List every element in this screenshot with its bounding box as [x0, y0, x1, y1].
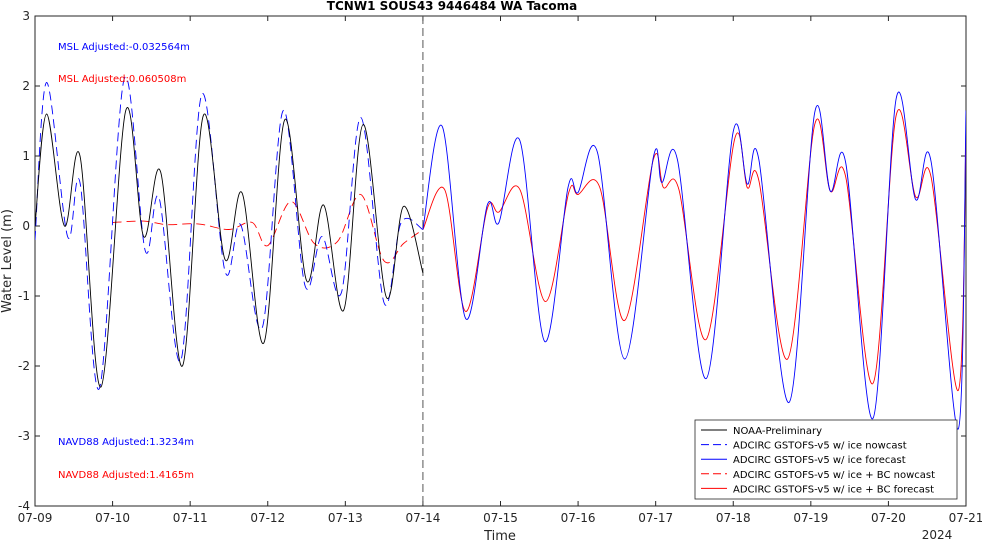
series-line-1 [35, 76, 424, 390]
x-tick-label: 07-19 [793, 511, 828, 525]
y-tick-label: -3 [18, 429, 30, 443]
series-line-3 [112, 194, 424, 264]
legend: NOAA-Preliminary ADCIRC GSTOFS-v5 w/ ice … [694, 419, 958, 500]
annotation-text: NAVD88 Adjusted:1.3234m [58, 437, 194, 448]
y-tick-label: 2 [22, 79, 30, 93]
legend-label-4: ADCIRC GSTOFS-v5 w/ ice + BC forecast [733, 484, 934, 495]
annotation-text: MSL Adjusted:-0.032564m [58, 42, 190, 53]
annotations: MSL Adjusted:-0.032564m MSL Adjusted:0.06… [58, 42, 194, 481]
y-tick-label: 3 [22, 9, 30, 23]
legend-label-2: ADCIRC GSTOFS-v5 w/ ice forecast [733, 455, 906, 466]
x-tick-label: 07-13 [328, 511, 363, 525]
legend-label-3: ADCIRC GSTOFS-v5 w/ ice + BC nowcast [733, 470, 935, 481]
legend-label-0: NOAA-Preliminary [733, 426, 822, 437]
x-tick-label: 07-10 [95, 511, 130, 525]
x-tick-label: 07-16 [561, 511, 596, 525]
chart-title: TCNW1 SOUS43 9446484 WA Tacoma [327, 0, 577, 13]
axis-ticks: 07-09 07-10 07-11 07-12 07-13 07-14 07-15 07-16… [18, 9, 982, 525]
x-tick-label: 07-14 [405, 511, 440, 525]
annotation-text: NAVD88 Adjusted:1.4165m [58, 470, 194, 481]
x-tick-label: 07-21 [949, 511, 982, 525]
x-tick-label: 07-12 [250, 511, 285, 525]
series-line-0 [35, 107, 424, 388]
y-tick-label: 1 [22, 149, 30, 163]
y-tick-label: -1 [18, 289, 30, 303]
series-line-4 [422, 109, 966, 391]
legend-box [694, 419, 958, 500]
x-axis-label: Time [483, 529, 516, 541]
x-tick-label: 07-17 [638, 511, 673, 525]
y-axis-label: Water Level (m) [0, 209, 15, 313]
x-tick-label: 07-15 [483, 511, 518, 525]
annotation-text: MSL Adjusted:0.060508m [58, 74, 186, 85]
year-label: 2024 [922, 528, 953, 541]
x-tick-label: 07-18 [716, 511, 751, 525]
x-tick-label: 07-20 [871, 511, 906, 525]
x-tick-label: 07-09 [18, 511, 53, 525]
series-line-2 [422, 91, 966, 430]
y-tick-label: 0 [22, 219, 30, 233]
y-tick-label: -2 [18, 359, 30, 373]
y-tick-label: -4 [18, 499, 30, 513]
legend-label-1: ADCIRC GSTOFS-v5 w/ ice nowcast [733, 441, 907, 452]
x-tick-label: 07-11 [173, 511, 208, 525]
